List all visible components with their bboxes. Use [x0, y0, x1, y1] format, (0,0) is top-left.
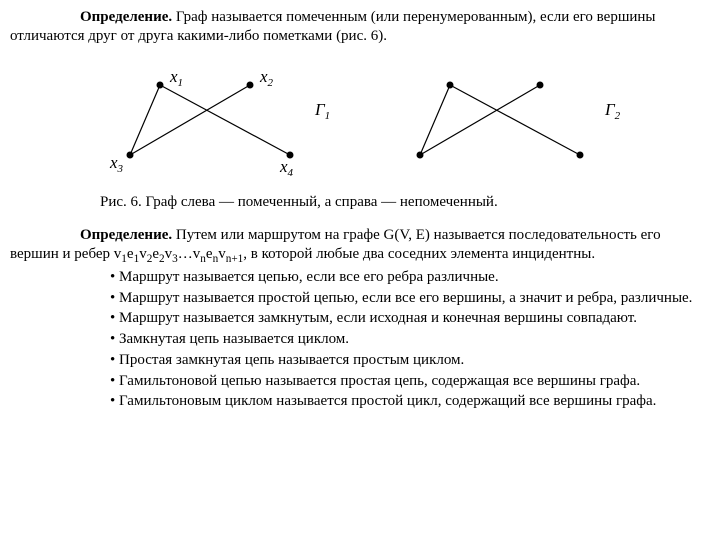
svg-text:x1: x1: [169, 67, 183, 89]
svg-text:Г2: Г2: [604, 100, 620, 122]
svg-text:x3: x3: [109, 153, 124, 175]
bullet-1: • Маршрут называется цепью, если все его…: [10, 268, 710, 287]
svg-text:x4: x4: [279, 157, 294, 179]
def2-text-b: , в которой любые два соседних элемента …: [243, 246, 595, 262]
bullet-3: • Маршрут называется замкнутым, если исх…: [10, 309, 710, 328]
definition-2: Определение. Путем или маршрутом на граф…: [10, 226, 710, 266]
bullet-4: • Замкнутая цепь называется циклом.: [10, 330, 710, 349]
figure-6: x1 x2 x3 x4 Г1 Г2: [10, 60, 710, 186]
def1-label: Определение.: [80, 9, 172, 25]
svg-text:Г1: Г1: [314, 100, 330, 122]
svg-text:x2: x2: [259, 67, 274, 89]
bullet-5: • Простая замкнутая цепь называется прос…: [10, 351, 710, 370]
def2-label: Определение.: [80, 227, 172, 243]
figure-caption: Рис. 6. Граф слева — помеченный, а справ…: [10, 193, 710, 212]
bullet-6: • Гамильтоновой цепью называется простая…: [10, 372, 710, 391]
bullet-7: • Гамильтоновым циклом называется просто…: [10, 392, 710, 411]
bullet-2: • Маршрут называется простой цепью, если…: [10, 289, 710, 308]
definition-1: Определение. Граф называется помеченным …: [10, 8, 710, 46]
graph-diagram: x1 x2 x3 x4 Г1 Г2: [100, 60, 620, 180]
